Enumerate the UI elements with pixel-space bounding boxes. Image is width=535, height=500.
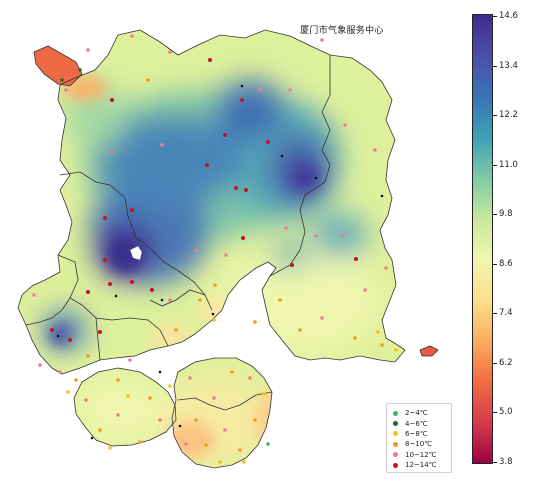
no-data-patch [129,245,143,261]
legend-item: 2~4℃ [391,408,447,418]
legend-label: 12~14℃ [405,461,437,470]
legend: 2~4℃ 4~6℃ 6~8℃ 8~10℃ 10~12℃ 12~14℃ [386,403,452,473]
legend-label: 6~8℃ [405,429,428,438]
legend-marker [393,452,398,458]
colorbar-tick [493,461,497,463]
legend-item: 12~14℃ [391,460,447,470]
colorbar-tick-label: 14.6 [499,11,518,22]
colorbar-tick-label: 5.0 [499,407,513,418]
colorbar-tick [493,412,497,414]
legend-label: 8~10℃ [405,440,433,449]
colorbar-tick [493,115,497,117]
legend-item: 6~8℃ [391,429,447,439]
colorbar-tick [493,65,497,67]
legend-label: 10~12℃ [405,450,437,459]
colorbar-tick-label: 9.8 [499,209,513,220]
station-points [32,34,398,464]
colorbar-tick-label: 6.2 [499,357,513,368]
map-title: 厦门市气象服务中心 [300,26,384,36]
legend-item: 10~12℃ [391,450,447,460]
colorbar-tick-label: 3.8 [499,456,513,467]
legend-marker [393,431,398,437]
colorbar-tick-label: 7.4 [499,308,513,319]
legend-marker [393,441,398,447]
colorbar-tick [493,313,497,315]
legend-item: 4~6℃ [391,418,447,428]
colorbar-tick-label: 8.6 [499,258,513,269]
colorbar-tick-label: 12.2 [499,110,518,121]
colorbar-tick-label: 11.0 [499,159,518,170]
colorbar-tick [493,263,497,265]
legend-marker [393,421,398,427]
district-boundaries [17,29,439,469]
colorbar-tick [493,16,497,18]
colorbar-tick [493,362,497,364]
colorbar [472,14,493,464]
legend-label: 4~6℃ [405,419,428,428]
colorbar-tick [493,164,497,166]
legend-marker [393,410,398,416]
small-island [420,346,438,356]
colorbar-tick-label: 13.4 [499,60,518,71]
legend-label: 2~4℃ [405,409,428,418]
colorbar-tick [493,214,497,216]
legend-item: 8~10℃ [391,439,447,449]
legend-marker [393,462,398,468]
